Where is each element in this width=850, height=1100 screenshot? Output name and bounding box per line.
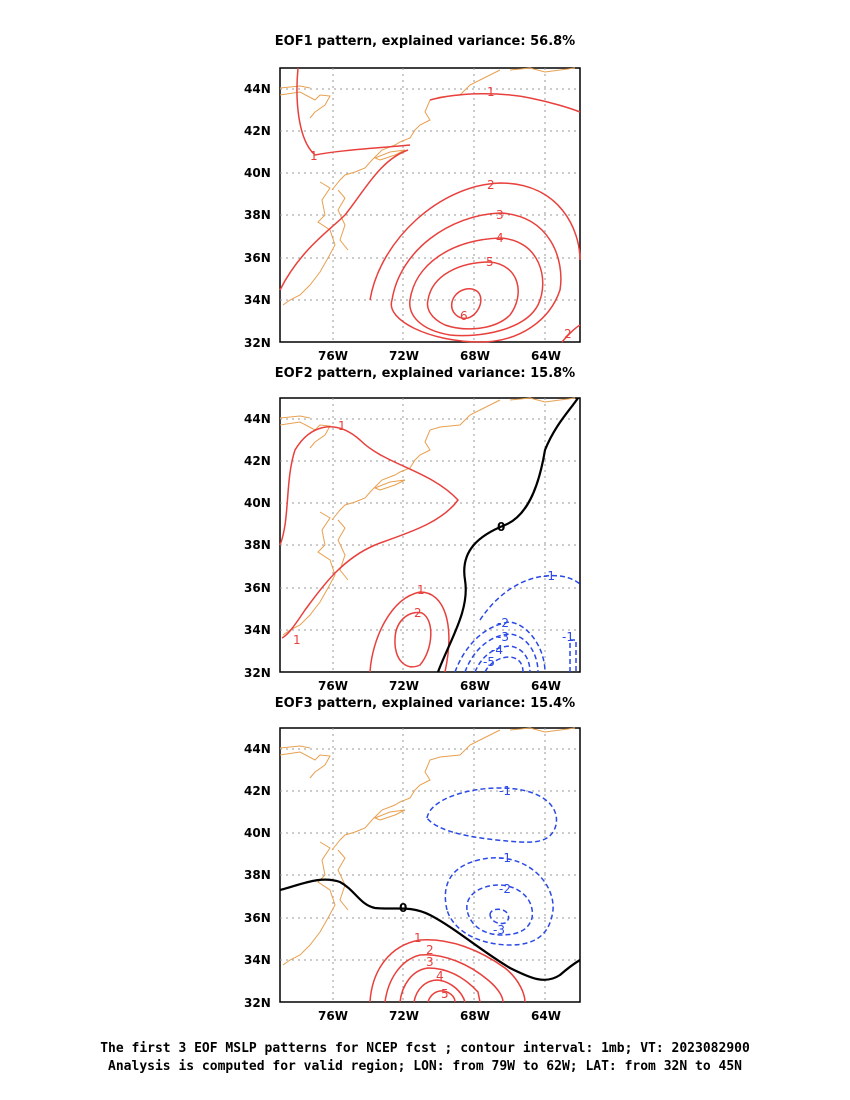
eof2-lat-labels: 44N 42N 40N 38N 36N 34N 32N (244, 412, 271, 680)
figure-caption: The first 3 EOF MSLP patterns for NCEP f… (0, 1040, 850, 1076)
contour-label: -1 (499, 784, 511, 798)
lon-label: 76W (318, 679, 348, 693)
lon-label: 72W (389, 349, 419, 363)
lat-label: 42N (244, 124, 271, 138)
contour-label: 1 (417, 583, 425, 597)
lat-label: 40N (244, 166, 271, 180)
contour-label: -5 (483, 655, 495, 669)
eof2-coastline (279, 397, 576, 636)
contour-label: 1 (487, 85, 495, 99)
eof3-grid (280, 728, 580, 1002)
contour-label: 3 (426, 955, 434, 969)
lat-label: 34N (244, 623, 271, 637)
eof1-coastline (279, 67, 576, 306)
eof3-lat-labels: 44N 42N 40N 38N 36N 34N 32N (244, 742, 271, 1010)
lat-label: 40N (244, 826, 271, 840)
eof1-grid (280, 68, 580, 342)
lat-label: 38N (244, 868, 271, 882)
contour-label: 2 (487, 178, 495, 192)
contour-label: 1 (414, 931, 422, 945)
lon-label: 72W (389, 679, 419, 693)
lon-label: 64W (531, 349, 561, 363)
contour-label: -1 (499, 851, 511, 865)
lat-label: 32N (244, 336, 271, 350)
eof1-contours (279, 67, 581, 343)
contour-label: 5 (486, 255, 494, 269)
contour-label: -4 (491, 643, 503, 657)
lat-label: 36N (244, 581, 271, 595)
lon-label: 68W (460, 349, 490, 363)
caption-line-1: The first 3 EOF MSLP patterns for NCEP f… (100, 1041, 750, 1056)
eof3-contours (279, 787, 581, 1003)
contour-label: -3 (497, 630, 509, 644)
lat-label: 34N (244, 953, 271, 967)
lat-label: 36N (244, 251, 271, 265)
lon-label: 72W (389, 1009, 419, 1023)
eof2-title: EOF2 pattern, explained variance: 15.8% (274, 366, 576, 381)
eof3-frame (279, 727, 581, 1003)
lat-label: 36N (244, 911, 271, 925)
lon-label: 76W (318, 349, 348, 363)
lat-label: 34N (244, 293, 271, 307)
contour-label: 2 (426, 943, 434, 957)
contour-label: -2 (499, 882, 511, 896)
lat-label: 42N (244, 454, 271, 468)
eof2-lon-labels: 76W 72W 68W 64W (318, 679, 561, 693)
contour-label: 2 (564, 327, 572, 341)
eof3-map: -1 -1 -2 -3 0 1 2 3 4 5 44N 42N 40N 38N … (244, 727, 581, 1023)
lon-label: 68W (460, 1009, 490, 1023)
lon-label: 64W (531, 1009, 561, 1023)
eof2-contour-labels: 1 1 1 2 0 -1 -2 -3 -4 -5 -1 (293, 419, 574, 669)
lat-label: 40N (244, 496, 271, 510)
contour-label: 6 (460, 309, 468, 323)
lat-label: 32N (244, 996, 271, 1010)
eof3-coastline (279, 727, 576, 966)
eof2-grid (280, 398, 580, 672)
contour-label: -2 (497, 616, 509, 630)
eof1-map: 1 1 2 3 4 5 6 2 44N 42N 40N 38N 36N 34N … (244, 67, 581, 363)
caption-line-2: Analysis is computed for valid region; L… (108, 1059, 742, 1074)
contour-label: -1 (543, 569, 555, 583)
contour-label-zero: 0 (399, 901, 407, 915)
lat-label: 32N (244, 666, 271, 680)
lon-label: 76W (318, 1009, 348, 1023)
eof1-title: EOF1 pattern, explained variance: 56.8% (274, 34, 576, 49)
eof2-frame (279, 397, 581, 673)
contour-label: 4 (436, 969, 444, 983)
eof1-lon-labels: 76W 72W 68W 64W (318, 349, 561, 363)
eof2-map: 1 1 1 2 0 -1 -2 -3 -4 -5 -1 44N 42N 40N … (244, 397, 581, 693)
lat-label: 44N (244, 742, 271, 756)
contour-label: 1 (310, 149, 318, 163)
contour-label: 1 (293, 633, 301, 647)
contour-label: -1 (562, 630, 574, 644)
contour-label: 5 (441, 987, 449, 1001)
eof1-lat-labels: 44N 42N 40N 38N 36N 34N 32N (244, 82, 271, 350)
contour-label-zero: 0 (497, 520, 505, 534)
lat-label: 38N (244, 538, 271, 552)
contour-label: -3 (493, 923, 505, 937)
lat-label: 44N (244, 82, 271, 96)
eof1-frame (279, 67, 581, 343)
eof3-contour-labels: -1 -1 -2 -3 0 1 2 3 4 5 (399, 784, 511, 1001)
lon-label: 68W (460, 679, 490, 693)
eof3-lon-labels: 76W 72W 68W 64W (318, 1009, 561, 1023)
lon-label: 64W (531, 679, 561, 693)
eof3-title: EOF3 pattern, explained variance: 15.4% (274, 696, 576, 711)
eof2-contours (279, 397, 581, 673)
lat-label: 42N (244, 784, 271, 798)
contour-label: 4 (496, 231, 504, 245)
contour-label: 2 (414, 606, 422, 620)
lat-label: 38N (244, 208, 271, 222)
eof1-contour-labels: 1 1 2 3 4 5 6 2 (310, 85, 572, 341)
contour-label: 3 (496, 208, 504, 222)
contour-label: 1 (338, 419, 346, 433)
lat-label: 44N (244, 412, 271, 426)
